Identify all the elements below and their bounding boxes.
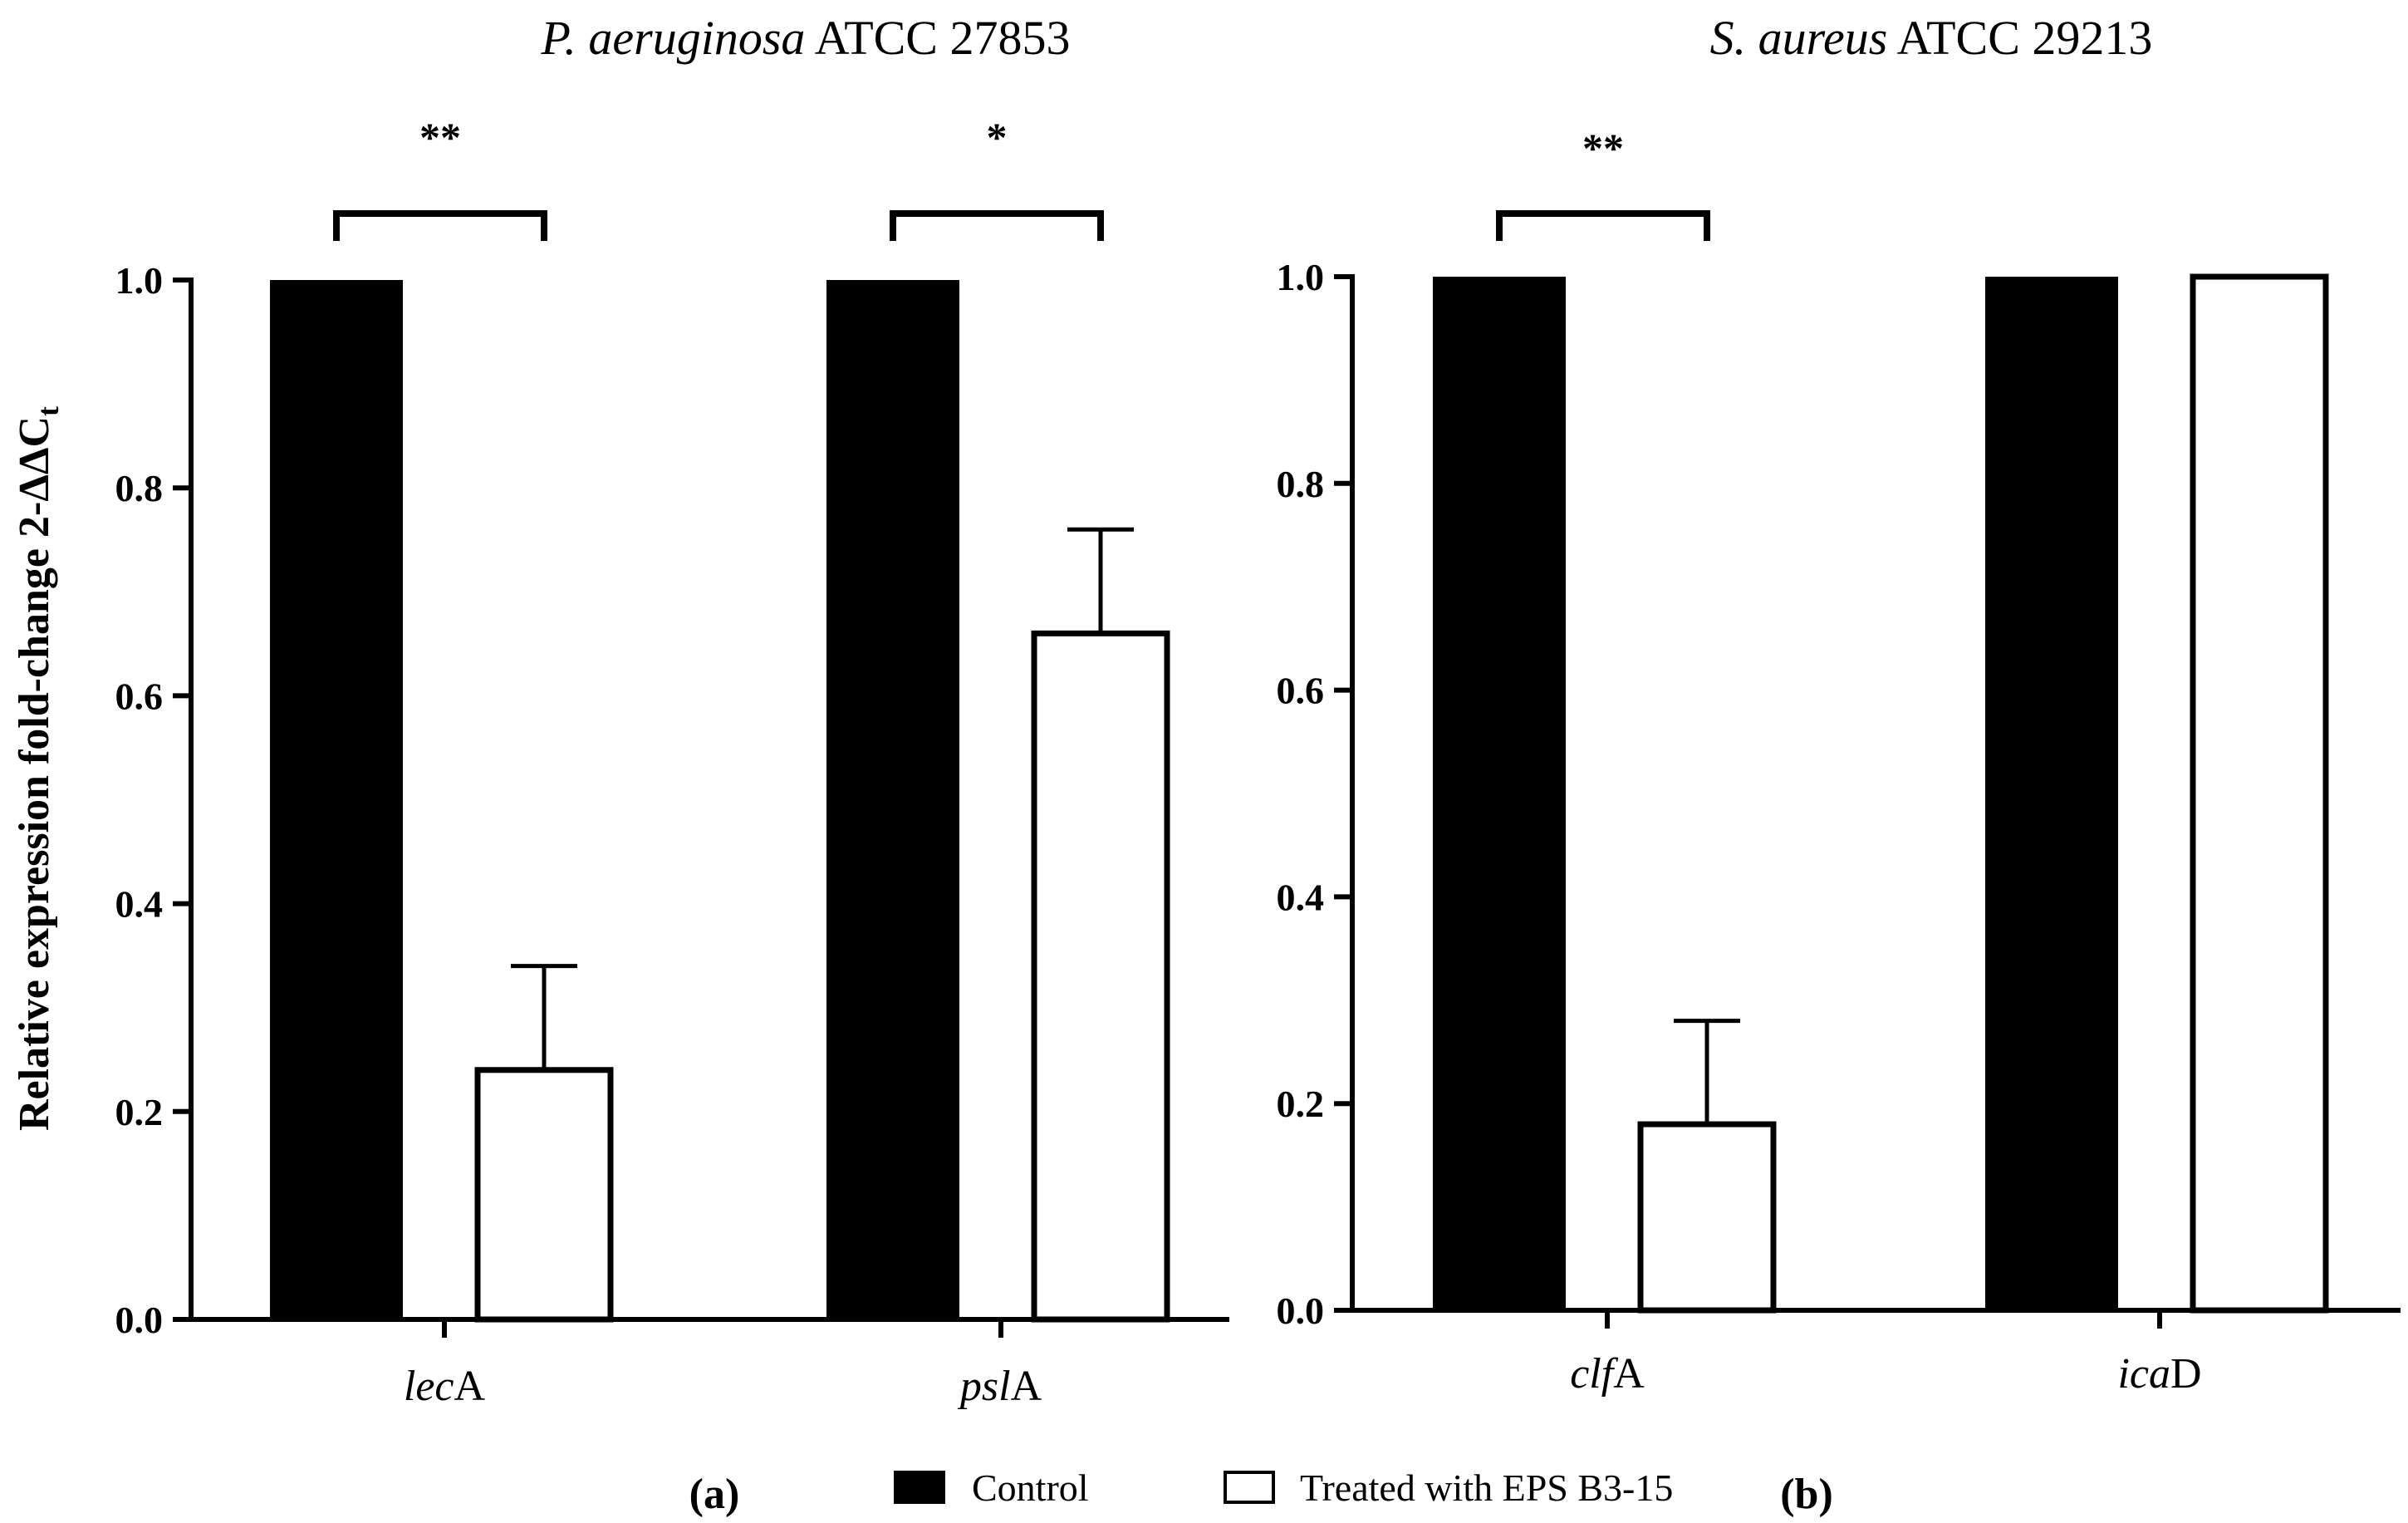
y-tick-label: 1.0 [115, 259, 164, 302]
bar-control-clfA [1433, 277, 1566, 1310]
panel-b-plot: 0.0 0.2 0.4 0.6 0.8 1.0 clfA ** icaD [1277, 125, 2401, 1398]
panel-b-label: (b) [1780, 1471, 1833, 1518]
bar-control-icaD [1985, 277, 2118, 1310]
bar-control-lecA [270, 280, 403, 1319]
significance-bracket [890, 210, 1104, 241]
y-tick-label: 0.8 [115, 467, 164, 509]
panel-a-title: P. aeruginosa ATCC 27853 [540, 11, 1070, 65]
category-label-lecA: lecA [404, 1363, 486, 1410]
panel-b: S. aureus ATCC 29213 0.0 0.2 0.4 0.6 0.8 1.0 c… [1277, 11, 2401, 1518]
bar-treated-clfA [1637, 1121, 1777, 1314]
bar-treated-icaD [2190, 273, 2329, 1314]
y-tick-label: 1.0 [1277, 256, 1325, 298]
y-tick-label: 0.2 [1277, 1083, 1325, 1125]
significance-bracket [1496, 210, 1710, 241]
legend-label-control: Control [972, 1467, 1089, 1509]
category-label-clfA: clfA [1570, 1350, 1645, 1398]
legend: Control Treated with EPS B3-15 [894, 1467, 1673, 1509]
significance-marker: * [987, 114, 1008, 160]
category-label-icaD: icaD [2117, 1350, 2201, 1398]
y-tick-label: 0.0 [1277, 1290, 1325, 1332]
legend-swatch-control [894, 1471, 945, 1504]
y-tick-label: 0.6 [1277, 670, 1325, 712]
y-axis-label: Relative expression fold-change 2-ΔΔCt [11, 406, 65, 1131]
y-tick-label: 0.4 [1277, 876, 1325, 918]
y-tick-label: 0.0 [115, 1299, 164, 1341]
bar-control-pslA [826, 280, 959, 1319]
y-tick-label: 0.4 [115, 883, 164, 926]
bar-treated-pslA [1031, 630, 1170, 1323]
legend-swatch-treated [1224, 1471, 1275, 1504]
panel-a: P. aeruginosa ATCC 27853 0.0 0.2 0.4 0.6 0.8… [11, 11, 1229, 1518]
significance-marker: ** [1582, 125, 1624, 171]
panel-b-title: S. aureus ATCC 29213 [1710, 11, 2153, 65]
category-label-pslA: pslA [957, 1363, 1042, 1410]
y-tick-label: 0.2 [115, 1091, 164, 1133]
panel-a-label: (a) [689, 1471, 740, 1518]
y-tick-label: 0.8 [1277, 463, 1325, 505]
legend-label-treated: Treated with EPS B3-15 [1300, 1467, 1673, 1509]
panel-a-plot: 0.0 0.2 0.4 0.6 0.8 1.0 lecA ** pslA * [115, 114, 1229, 1410]
significance-bracket [333, 210, 547, 241]
significance-marker: ** [419, 114, 461, 160]
y-tick-label: 0.6 [115, 675, 164, 717]
bar-treated-lecA [474, 1067, 614, 1323]
